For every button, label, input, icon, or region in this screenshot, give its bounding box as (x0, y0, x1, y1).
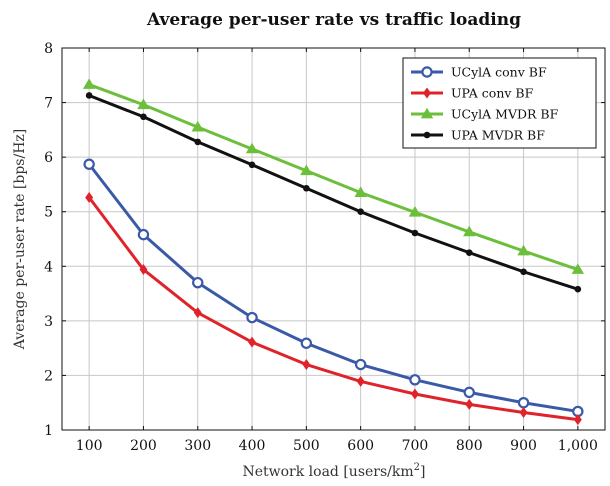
data-point (411, 229, 419, 237)
data-point (300, 337, 313, 349)
legend-entry-label: UPA conv BF (451, 86, 534, 101)
legend: UCylA conv BF UPA conv BF UCylA MVDR BF UPA… (402, 57, 597, 149)
data-point (520, 268, 527, 276)
x-tick-label: 300 (184, 438, 211, 454)
legend-entry-label: UCylA conv BF (451, 65, 547, 80)
data-point (83, 158, 95, 170)
legend-entry-label: UCylA MVDR BF (451, 107, 559, 122)
legend-entry-label: UPA MVDR BF (451, 128, 545, 143)
x-tick-label: 200 (130, 438, 157, 454)
series-line (88, 83, 579, 271)
y-tick-label: 8 (44, 41, 53, 57)
x-axis-label-sup: 2 (414, 462, 420, 473)
data-point (248, 161, 256, 169)
data-point (517, 244, 530, 256)
data-point (463, 386, 475, 399)
data-point (303, 184, 310, 192)
data-point (409, 374, 421, 386)
x-axis-label: Network load [users/km2] (242, 462, 425, 480)
data-point (140, 113, 147, 121)
data-point (85, 192, 94, 204)
data-point (85, 92, 93, 99)
legend-marker (420, 107, 434, 119)
data-point (139, 264, 148, 276)
y-tick-label: 2 (44, 368, 53, 384)
data-point (357, 208, 364, 216)
data-point (354, 358, 367, 371)
data-point (137, 98, 150, 110)
data-point (194, 138, 202, 146)
plot-frame (61, 47, 606, 431)
x-tick-label: 500 (293, 438, 320, 454)
y-tick-label: 5 (44, 205, 53, 221)
y-tick-label: 1 (44, 423, 53, 439)
data-point (519, 407, 528, 419)
series-line (87, 196, 579, 422)
chart-title: Average per-user rate vs traffic loading (146, 10, 521, 30)
data-point (573, 414, 582, 426)
data-point (465, 249, 473, 256)
x-tick-label: 900 (510, 438, 537, 454)
data-point (191, 120, 204, 132)
data-point (408, 206, 422, 217)
x-tick-label: 1,000 (558, 438, 598, 454)
data-point (246, 311, 258, 324)
x-tick-label: 400 (239, 438, 266, 454)
data-point (574, 285, 582, 293)
data-point (410, 388, 419, 400)
y-axis-label: Average per-user rate [bps/Hz] (12, 129, 28, 351)
data-point (463, 225, 476, 237)
x-tick-label: 600 (347, 438, 374, 454)
axis-ticks: 100 200 300 400 500 600 700 800 900 1,000 1 2 3 4 5 6 7 8 (44, 41, 605, 454)
legend-marker (423, 87, 431, 99)
data-point (517, 397, 530, 409)
data-point (571, 263, 585, 274)
data-point (248, 336, 257, 348)
x-axis-label-suffix: ] (420, 464, 425, 480)
data-point (302, 359, 311, 371)
data-point (356, 375, 365, 387)
y-tick-label: 6 (44, 150, 53, 166)
series-line (88, 94, 579, 291)
legend-marker (421, 66, 433, 78)
y-tick-label: 4 (44, 259, 53, 275)
x-axis-label-main: Network load [users/km (242, 464, 413, 480)
data-point (354, 186, 367, 197)
data-point (300, 164, 313, 176)
y-tick-label: 3 (44, 314, 53, 330)
x-tick-label: 100 (76, 438, 103, 454)
legend-marker (423, 131, 431, 139)
x-tick-label: 700 (402, 438, 429, 454)
data-point (465, 398, 474, 410)
data-point (82, 78, 96, 89)
data-point (192, 276, 204, 289)
data-point (245, 142, 259, 154)
plot-series (82, 78, 585, 426)
series-line (87, 163, 579, 413)
data-point (137, 228, 150, 241)
data-point (193, 307, 202, 319)
x-tick-label: 800 (456, 438, 483, 454)
y-tick-label: 7 (44, 96, 53, 112)
